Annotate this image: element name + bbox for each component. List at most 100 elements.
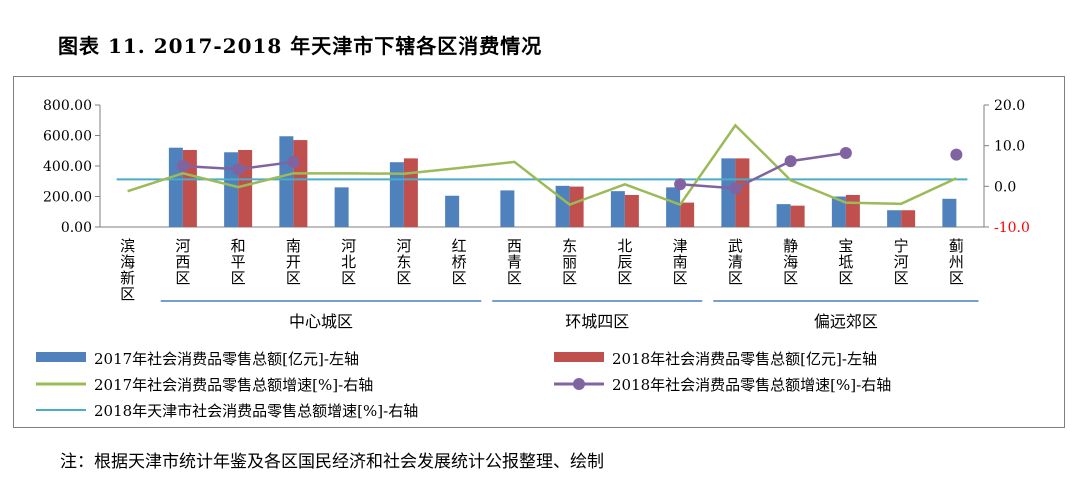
bar-2017 [610,191,625,227]
growth-2017-line [127,123,957,207]
category-label-char: 东 [396,253,411,271]
category-label-char: 宝 [838,237,853,255]
category-label-char: 北 [341,253,356,271]
category-label-char: 河 [894,253,909,271]
category-label-char: 河 [341,237,356,255]
legend-label: 2017年社会消费品零售总额增速[%]-右轴 [94,376,373,394]
category-label-char: 平 [231,253,246,271]
bar-2018 [403,158,418,227]
bar-2017 [279,136,294,227]
bar-2017 [445,195,460,227]
category-label-char: 静 [783,237,798,255]
category-label-char: 河 [175,237,190,255]
left-axis-tick-label: 200.00 [43,190,92,206]
source-note: 注：根据天津市统计年鉴及各区国民经济和社会发展统计公报整理、绘制 [60,452,604,472]
category-label-char: 区 [728,269,743,287]
group-label: 中心城区 [289,312,353,331]
growth-2018-point [674,178,687,191]
bar-2018 [624,194,639,227]
category-label-char: 红 [452,237,467,255]
bar-2018 [845,194,860,227]
legend-label: 2017年社会消费品零售总额[亿元]-左轴 [94,350,359,368]
category-label-char: 区 [452,269,467,287]
left-axis-tick-label: 400.00 [43,159,92,175]
category-label-char: 海 [120,253,135,271]
bar-2017 [389,162,404,227]
category-label-char: 区 [507,269,522,287]
bar-2017 [887,210,902,227]
category-label-char: 南 [673,253,688,271]
bar-2017 [224,152,239,227]
chart: 0.00 200.00 400.00 600.00 800.00 -10.0 0.0 10.0… [36,98,1030,420]
growth-2018-line [680,151,847,190]
category-label-char: 开 [286,253,301,271]
category-label-char: 辰 [617,253,632,271]
category-label-char: 丽 [562,253,577,271]
category-label-char: 区 [120,285,135,303]
bar-2017 [721,158,736,227]
bar-2018 [569,186,584,227]
bar-2017 [168,147,183,227]
chart-frame: 0.00 200.00 400.00 600.00 800.00 -10.0 0.0 10.0… [13,76,1065,428]
growth-2018-point [176,160,189,172]
bar-2018 [901,210,916,227]
category-label-char: 宁 [894,237,909,255]
growth-2018-point [232,163,245,176]
left-axis-tick-label: 0.00 [61,220,92,236]
category-label-char: 区 [894,269,909,287]
category-label-char: 区 [231,269,246,287]
legend-label: 2018年天津市社会消费品零售总额增速[%]-右轴 [94,402,418,420]
right-axis-tick-label: 10.0 [994,139,1025,155]
bar-2018 [238,149,253,227]
bar-2017 [500,190,515,227]
bar-2017 [555,185,570,227]
growth-2018-point [287,155,300,168]
category-label-char: 区 [838,269,853,287]
bar-2017 [666,187,681,227]
category-label-char: 清 [728,253,743,271]
bar-2018 [735,158,750,227]
growth-2018-point [729,182,742,195]
bar-2018 [293,140,308,227]
right-axis-tick-label: -10.0 [994,220,1030,236]
category-label-char: 区 [783,269,798,287]
legend-label: 2018年社会消费品零售总额[亿元]-左轴 [612,350,877,368]
category-label-char: 区 [175,269,190,287]
category-label-char: 河 [396,237,411,255]
growth-2018-point [950,148,963,161]
category-label-char: 武 [728,237,743,255]
category-label-char: 南 [286,237,301,255]
group-label: 偏远郊区 [814,312,878,331]
legend-label: 2018年社会消费品零售总额增速[%]-右轴 [612,376,891,394]
left-axis-tick-label: 800.00 [43,98,92,114]
legend-swatch [36,352,86,362]
category-label-char: 西 [175,253,190,271]
category-label-char: 区 [341,269,356,287]
bar-2017 [776,204,791,227]
category-label-char: 区 [562,269,577,287]
bar-2018 [790,205,805,227]
right-axis-tick-label: 20.0 [994,98,1025,114]
group-label: 环城四区 [565,312,629,331]
figure-title: 图表 11. 2017-2018 年天津市下辖各区消费情况 [58,34,543,58]
category-label-char: 桥 [452,253,467,271]
category-label-char: 青 [507,253,522,271]
growth-2018-point [839,146,852,159]
category-label-char: 州 [949,253,964,271]
growth-2018-point [784,155,797,168]
category-label-char: 区 [286,269,301,287]
category-label-char: 新 [120,269,135,287]
category-label-char: 西 [507,237,522,255]
category-label-char: 区 [396,269,411,287]
category-label-char: 北 [617,237,632,255]
category-label-char: 坻 [838,253,853,271]
category-label-char: 和 [231,237,246,255]
category-label-char: 区 [617,269,632,287]
category-label-char: 东 [562,237,577,255]
right-axis-tick-label: 0.0 [994,179,1016,195]
category-label-char: 津 [673,237,688,255]
bar-2017 [334,187,349,227]
left-axis-tick-label: 600.00 [43,129,92,145]
category-label-char: 海 [783,253,798,271]
category-label-char: 区 [673,269,688,287]
